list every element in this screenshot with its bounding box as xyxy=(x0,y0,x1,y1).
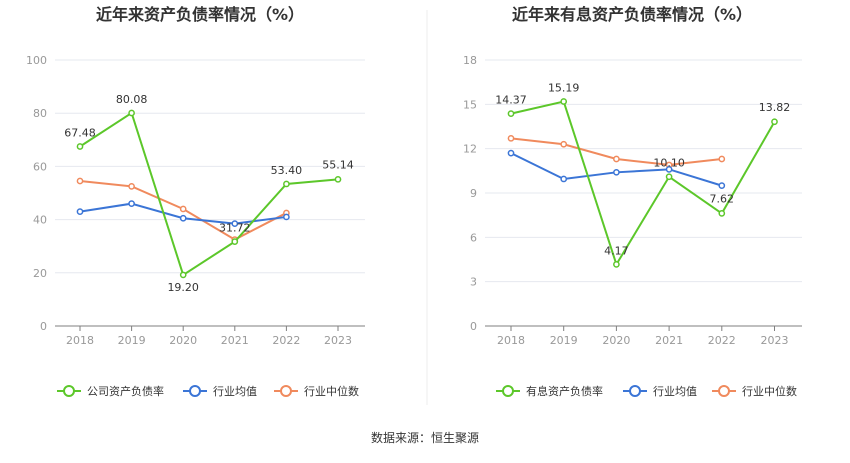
data-point-company xyxy=(334,175,342,183)
data-point-industry_median xyxy=(128,183,135,190)
legend-item-company: 有息资产负债率 xyxy=(496,384,603,398)
data-label: 67.48 xyxy=(64,127,96,140)
data-point-industry_avg xyxy=(718,182,726,189)
data-point-company xyxy=(76,143,84,150)
y-tick-label: 15 xyxy=(463,98,477,111)
data-label: 53.40 xyxy=(271,164,303,177)
data-point-industry_avg xyxy=(128,200,135,207)
x-tick-label: 2022 xyxy=(708,334,736,347)
data-label: 13.82 xyxy=(759,101,791,114)
chart-1: 近年来资产负债率情况（%） 0 20 40 60 80 100 2018 2019 2020 202… xyxy=(26,5,365,398)
legend-label: 行业均值 xyxy=(213,385,257,398)
chart-2: 近年来有息资产负债率情况（%） 0 3 6 9 12 15 18 2018 2019 2020 202… xyxy=(463,5,802,398)
data-label: 10.10 xyxy=(653,157,685,170)
data-label: 19.20 xyxy=(167,281,199,294)
legend-swatch-marker xyxy=(63,385,75,397)
legend-item-industry_median: 行业中位数 xyxy=(712,384,797,398)
y-tick-label: 20 xyxy=(33,267,47,280)
data-point-company xyxy=(283,180,290,188)
source-note: 数据来源：恒生聚源 xyxy=(371,430,479,445)
data-label: 14.37 xyxy=(495,94,527,107)
y-tick-label: 18 xyxy=(463,54,477,67)
legend-swatch-marker xyxy=(502,385,514,397)
data-point-industry_median xyxy=(613,155,620,163)
legend-label: 有息资产负债率 xyxy=(526,384,603,398)
legend-item-industry_median: 行业中位数 xyxy=(274,384,359,398)
x-tick-label: 2018 xyxy=(497,334,525,347)
data-point-industry_avg xyxy=(507,149,515,157)
x-tick-label: 2019 xyxy=(118,334,146,347)
series-line-company xyxy=(79,111,339,277)
legend-label: 公司资产负债率 xyxy=(87,384,164,398)
data-point-industry_avg xyxy=(665,166,673,173)
data-point-company xyxy=(179,271,187,279)
data-label: 55.14 xyxy=(322,158,354,171)
data-point-company xyxy=(665,173,673,181)
data-point-industry_avg xyxy=(231,220,239,227)
x-tick-label: 2022 xyxy=(272,334,300,347)
chart-title: 近年来有息资产负债率情况（%） xyxy=(512,5,752,24)
data-point-industry_avg xyxy=(179,214,187,222)
y-tick-label: 9 xyxy=(470,187,477,200)
data-label: 7.62 xyxy=(710,192,735,205)
data-label: 80.08 xyxy=(116,93,148,106)
data-point-industry_avg xyxy=(283,213,290,221)
y-tick-label: 40 xyxy=(33,214,47,227)
data-point-industry_avg xyxy=(560,175,568,183)
data-point-company xyxy=(718,210,726,217)
data-point-company xyxy=(128,109,135,117)
chart-title: 近年来资产负债率情况（%） xyxy=(96,5,304,24)
y-tick-label: 6 xyxy=(470,231,477,244)
x-tick-label: 2020 xyxy=(169,334,197,347)
x-tick-label: 2021 xyxy=(655,334,683,347)
legend-label: 行业中位数 xyxy=(742,384,797,398)
y-tick-label: 80 xyxy=(33,107,47,120)
x-tick-label: 2023 xyxy=(761,334,789,347)
x-tick-label: 2018 xyxy=(66,334,94,347)
legend-label: 行业中位数 xyxy=(304,384,359,398)
data-point-industry_avg xyxy=(613,168,620,176)
y-tick-label: 12 xyxy=(463,143,477,156)
data-point-industry_median xyxy=(179,205,187,213)
data-point-company xyxy=(560,98,568,105)
data-point-company xyxy=(231,238,239,245)
series-line-company xyxy=(510,100,776,267)
legend-item-company: 公司资产负债率 xyxy=(57,384,164,398)
data-label: 31.72 xyxy=(219,222,251,235)
x-tick-label: 2020 xyxy=(602,334,630,347)
legend-item-industry_avg: 行业均值 xyxy=(623,385,697,398)
data-label: 15.19 xyxy=(548,82,580,95)
y-tick-label: 60 xyxy=(33,160,47,173)
x-tick-label: 2021 xyxy=(221,334,249,347)
y-tick-label: 0 xyxy=(470,320,477,333)
y-tick-label: 3 xyxy=(470,276,477,289)
data-point-industry_median xyxy=(507,134,515,142)
data-point-industry_median xyxy=(76,177,84,185)
legend-label: 行业均值 xyxy=(653,385,697,398)
data-point-company xyxy=(507,110,515,117)
data-point-company xyxy=(771,118,778,126)
legend-item-industry_avg: 行业均值 xyxy=(183,385,257,398)
y-tick-label: 0 xyxy=(40,320,47,333)
data-point-industry_median xyxy=(718,155,726,163)
data-point-industry_avg xyxy=(76,208,84,215)
data-point-company xyxy=(613,261,620,268)
data-point-industry_median xyxy=(560,140,568,148)
legend-swatch-marker xyxy=(189,385,201,397)
x-tick-label: 2019 xyxy=(550,334,578,347)
x-tick-label: 2023 xyxy=(324,334,352,347)
y-tick-label: 100 xyxy=(26,54,47,67)
data-label: 4.17 xyxy=(604,244,629,257)
legend-swatch-marker xyxy=(629,385,641,397)
legend-swatch-marker xyxy=(280,385,292,397)
legend-swatch-marker xyxy=(718,385,730,397)
